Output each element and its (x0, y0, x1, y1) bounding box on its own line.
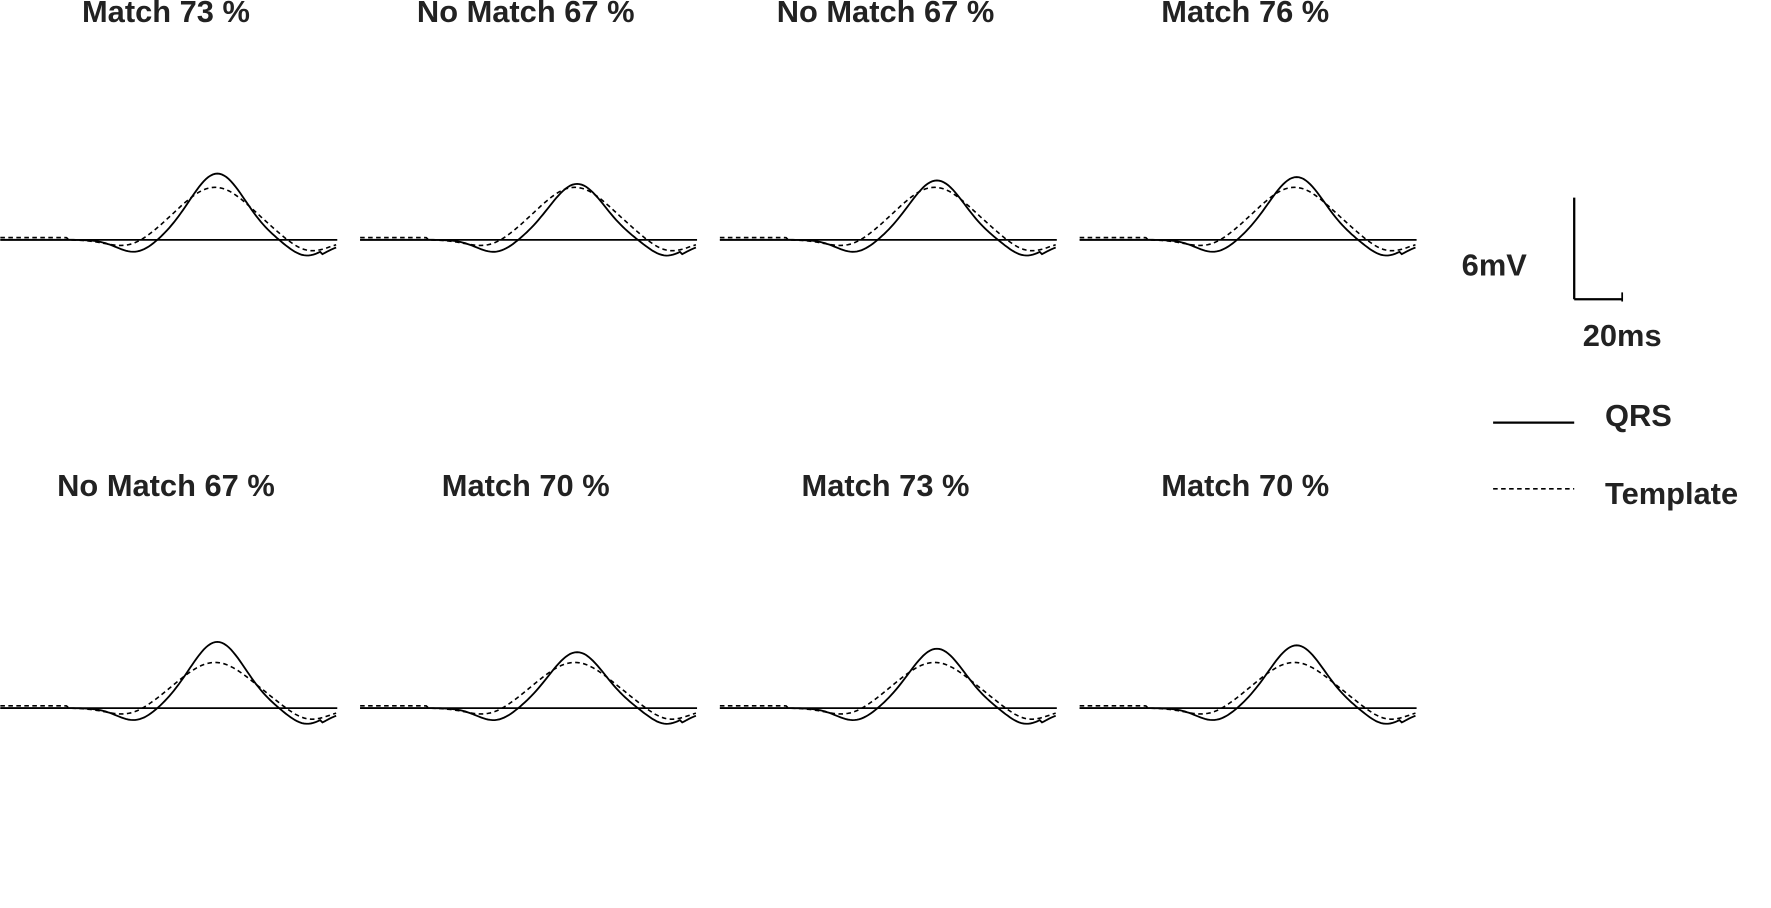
panel-title: No Match 67 % (777, 0, 995, 29)
scale-time: 20ms (1583, 318, 1662, 353)
scale-voltage: 6mV (1462, 247, 1528, 282)
template-trace (0, 661, 337, 721)
legend-label: Template (1605, 476, 1738, 511)
panel-title: No Match 67 % (417, 0, 635, 29)
template-trace (1079, 661, 1416, 721)
template-trace (0, 186, 337, 252)
panel-title: Match 73 % (802, 468, 970, 503)
panel-title: No Match 67 % (57, 468, 275, 503)
template-trace (360, 661, 697, 721)
legend-label: QRS (1605, 398, 1672, 433)
qrs-trace (719, 647, 1057, 725)
template-trace (360, 186, 697, 252)
qrs-trace (0, 640, 337, 725)
qrs-trace (719, 179, 1057, 257)
qrs-trace (1079, 176, 1416, 257)
qrs-trace (0, 172, 337, 257)
panel-title: Match 70 % (1161, 468, 1329, 503)
panel-title: Match 70 % (442, 468, 610, 503)
template-trace (1079, 186, 1416, 252)
template-trace (719, 661, 1056, 721)
qrs-trace (360, 651, 697, 725)
template-trace (719, 186, 1056, 252)
qrs-trace (1079, 644, 1416, 725)
panel-title: Match 76 % (1161, 0, 1329, 29)
qrs-trace (360, 182, 697, 257)
panel-title: Match 73 % (82, 0, 250, 29)
